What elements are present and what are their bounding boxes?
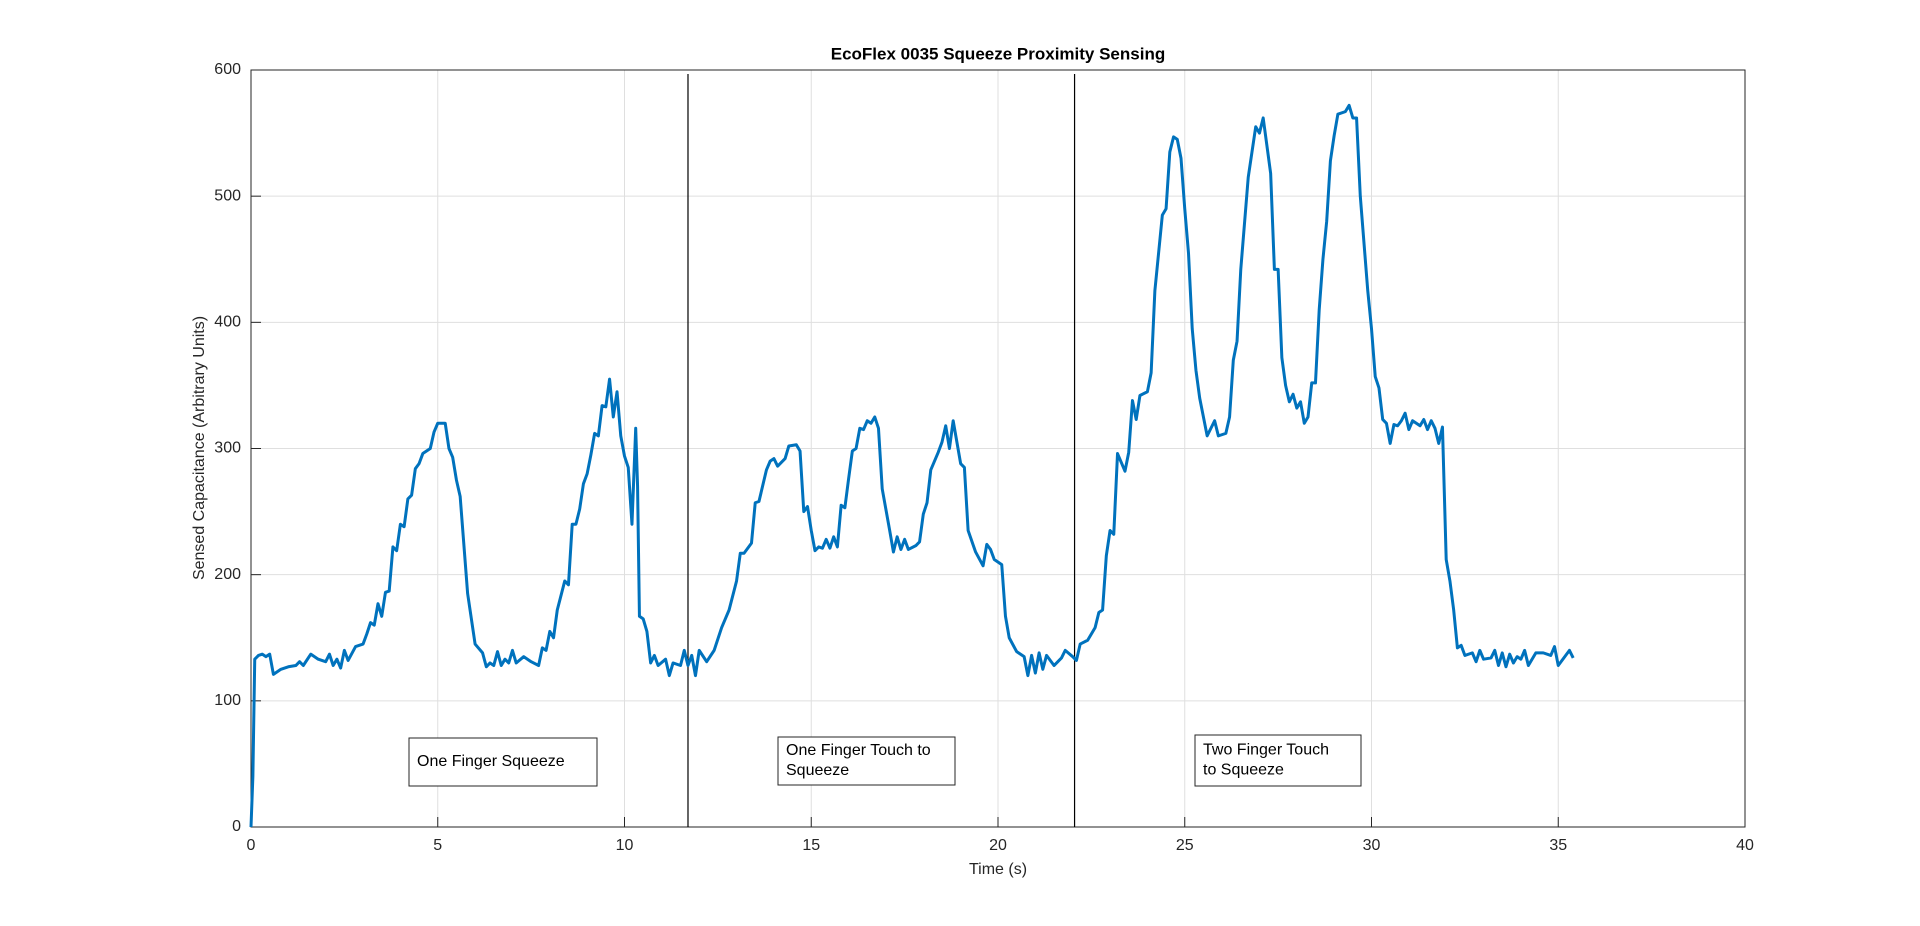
x-axis-label: Time (s) bbox=[969, 861, 1027, 878]
y-tick-label: 600 bbox=[214, 61, 241, 78]
x-tick-label: 5 bbox=[433, 837, 442, 854]
x-tick-label: 25 bbox=[1176, 837, 1194, 854]
x-tick-label: 10 bbox=[616, 837, 634, 854]
y-tick-label: 400 bbox=[214, 314, 241, 331]
x-tick-label: 35 bbox=[1549, 837, 1567, 854]
annotation-text: One Finger Squeeze bbox=[417, 753, 565, 770]
y-tick-label: 500 bbox=[214, 187, 241, 204]
chart-title: EcoFlex 0035 Squeeze Proximity Sensing bbox=[831, 44, 1165, 63]
annotation-text: to Squeeze bbox=[1203, 762, 1284, 779]
y-tick-label: 0 bbox=[232, 818, 241, 835]
x-tick-label: 15 bbox=[802, 837, 820, 854]
annotation-text: One Finger Touch to bbox=[786, 742, 931, 759]
annotation-text: Two Finger Touch bbox=[1203, 742, 1329, 759]
y-tick-label: 300 bbox=[214, 440, 241, 457]
annotation-text: Squeeze bbox=[786, 762, 849, 779]
x-tick-label: 0 bbox=[247, 837, 256, 854]
x-tick-label: 20 bbox=[989, 837, 1007, 854]
annotation-box bbox=[777, 736, 956, 786]
data-line bbox=[249, 103, 1575, 828]
y-tick-label: 100 bbox=[214, 692, 241, 709]
x-tick-label: 30 bbox=[1363, 837, 1381, 854]
plot-frame bbox=[250, 69, 1746, 828]
x-tick-label: 40 bbox=[1736, 837, 1754, 854]
y-axis-label: Sensed Capacitance (Arbitrary Units) bbox=[191, 316, 208, 580]
annotation-box bbox=[1194, 734, 1362, 787]
y-tick-label: 200 bbox=[214, 566, 241, 583]
annotation-box bbox=[408, 737, 598, 787]
